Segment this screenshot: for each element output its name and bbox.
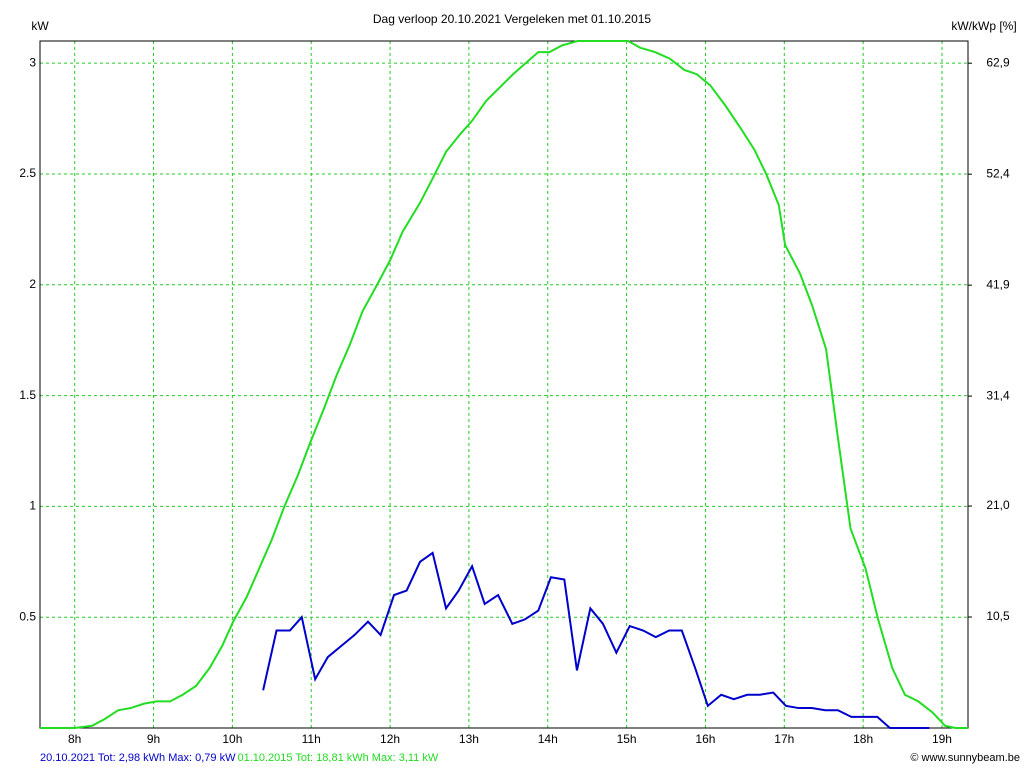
x-tick-label: 14h	[538, 732, 558, 746]
y-tick-label: 1	[29, 499, 36, 513]
x-tick-label: 19h	[932, 732, 952, 746]
y2-tick-label: 31,4	[986, 388, 1010, 402]
series-line	[262, 551, 930, 729]
x-tick-label: 8h	[68, 732, 81, 746]
y-tick-label: 0.5	[19, 609, 36, 623]
x-tick-label: 12h	[380, 732, 400, 746]
x-tick-label: 18h	[853, 732, 873, 746]
credit: © www.sunnybeam.be	[910, 752, 1020, 764]
chart-title: Dag verloop 20.10.2021 Vergeleken met 01…	[373, 12, 652, 26]
x-tick-label: 15h	[617, 732, 637, 746]
series-line	[40, 40, 968, 729]
x-tick-label: 17h	[774, 732, 794, 746]
y-tick-label: 2.5	[19, 166, 36, 180]
x-tick-label: 16h	[695, 732, 715, 746]
x-tick-label: 9h	[147, 732, 160, 746]
y-tick-label: 3	[29, 55, 36, 69]
y-tick-label: 2	[29, 277, 36, 291]
legend-entry: 01.10.2015 Tot: 18,81 kWh Max: 3,11 kW	[237, 752, 438, 764]
y2-tick-label: 21,0	[986, 498, 1010, 512]
y2-axis-label: kW/kWp [%]	[951, 19, 1016, 33]
y-tick-label: 1.5	[19, 388, 36, 402]
legend-entry: 20.10.2021 Tot: 2,98 kWh Max: 0,79 kW	[40, 752, 236, 764]
y-axis-label: kW	[31, 19, 49, 33]
y2-tick-label: 10,5	[986, 609, 1010, 623]
y2-tick-label: 52,4	[986, 166, 1010, 180]
x-tick-label: 10h	[222, 732, 242, 746]
plot-frame	[39, 40, 969, 729]
x-tick-label: 11h	[302, 732, 321, 746]
y2-tick-label: 41,9	[986, 277, 1010, 291]
x-tick-label: 13h	[459, 732, 479, 746]
y2-tick-label: 62,9	[986, 55, 1010, 69]
